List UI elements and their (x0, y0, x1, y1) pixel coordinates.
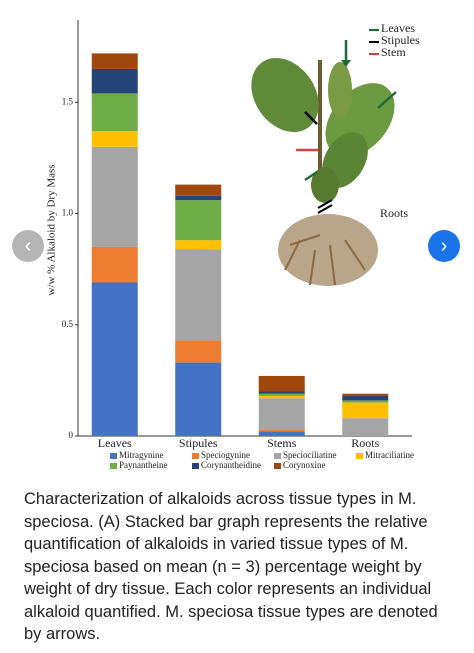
bar-segment (342, 402, 389, 419)
bar-segment (175, 184, 222, 196)
legend-label: Speciociliatine (283, 450, 336, 460)
chart: w/w % Alkaloid by Dry Mass 0 0.5 1.0 1.5 Lea… (0, 0, 474, 480)
photo-annotation: Roots (380, 206, 408, 220)
bar-segment (175, 340, 222, 363)
legend-label: Mitraciliatine (365, 450, 414, 460)
y-tick-label: 1.5 (62, 96, 74, 106)
legend-swatch (356, 453, 363, 459)
bar-segment (91, 246, 138, 283)
bar-segment (91, 282, 138, 436)
legend-swatch (110, 453, 117, 459)
bar-segment (91, 131, 138, 147)
bar-segment (175, 240, 222, 250)
bar-segment (342, 393, 389, 396)
y-tick-label: 1.0 (62, 208, 74, 218)
x-tick-label: Stems (267, 436, 297, 450)
y-axis-label: w/w % Alkaloid by Dry Mass (46, 164, 58, 295)
bar-segment (91, 53, 138, 69)
y-tick-label: 0 (69, 430, 74, 440)
legend-label: Corynoxine (283, 460, 326, 470)
legend-label: Mitragynine (119, 450, 164, 460)
bar-segment (175, 362, 222, 436)
bar-segment (258, 395, 305, 399)
photo-annotation: Stipules (381, 33, 420, 47)
caption: Characterization of alkaloids across tis… (24, 490, 438, 643)
bar-segment (342, 418, 389, 436)
bar-segment (258, 375, 305, 392)
legend-label: Paynantheine (119, 460, 168, 470)
legend-swatch (192, 463, 199, 469)
x-tick-label: Leaves (98, 436, 132, 450)
legend-label: Speciogynine (201, 450, 250, 460)
bar-segment (342, 395, 389, 401)
bar-segment (91, 68, 138, 94)
legend-swatch (192, 453, 199, 459)
legend-label: Corynantheidine (201, 460, 261, 470)
y-tick-label: 0.5 (62, 319, 74, 329)
bar-segment (91, 93, 138, 132)
bar-segment (91, 146, 138, 247)
x-tick-label: Roots (351, 436, 379, 450)
bar-segment (258, 398, 305, 430)
legend-swatch (110, 463, 117, 469)
image-bg (0, 0, 474, 480)
plant-photo (251, 29, 397, 286)
bar-segment (258, 393, 305, 396)
bar-segment (258, 429, 305, 432)
bar-segment (258, 391, 305, 394)
bar-segment (175, 195, 222, 201)
legend-swatch (274, 453, 281, 459)
bar-segment (175, 249, 222, 341)
next-button[interactable]: › (428, 230, 460, 262)
legend-swatch (274, 463, 281, 469)
bar-segment (342, 400, 389, 403)
bar-segment (175, 200, 222, 241)
photo-annotation: Leaves (381, 21, 415, 35)
x-tick-label: Stipules (179, 436, 218, 450)
bar-segment (258, 431, 305, 436)
prev-button[interactable]: ‹ (12, 230, 44, 262)
photo-annotation: Stem (381, 45, 406, 59)
